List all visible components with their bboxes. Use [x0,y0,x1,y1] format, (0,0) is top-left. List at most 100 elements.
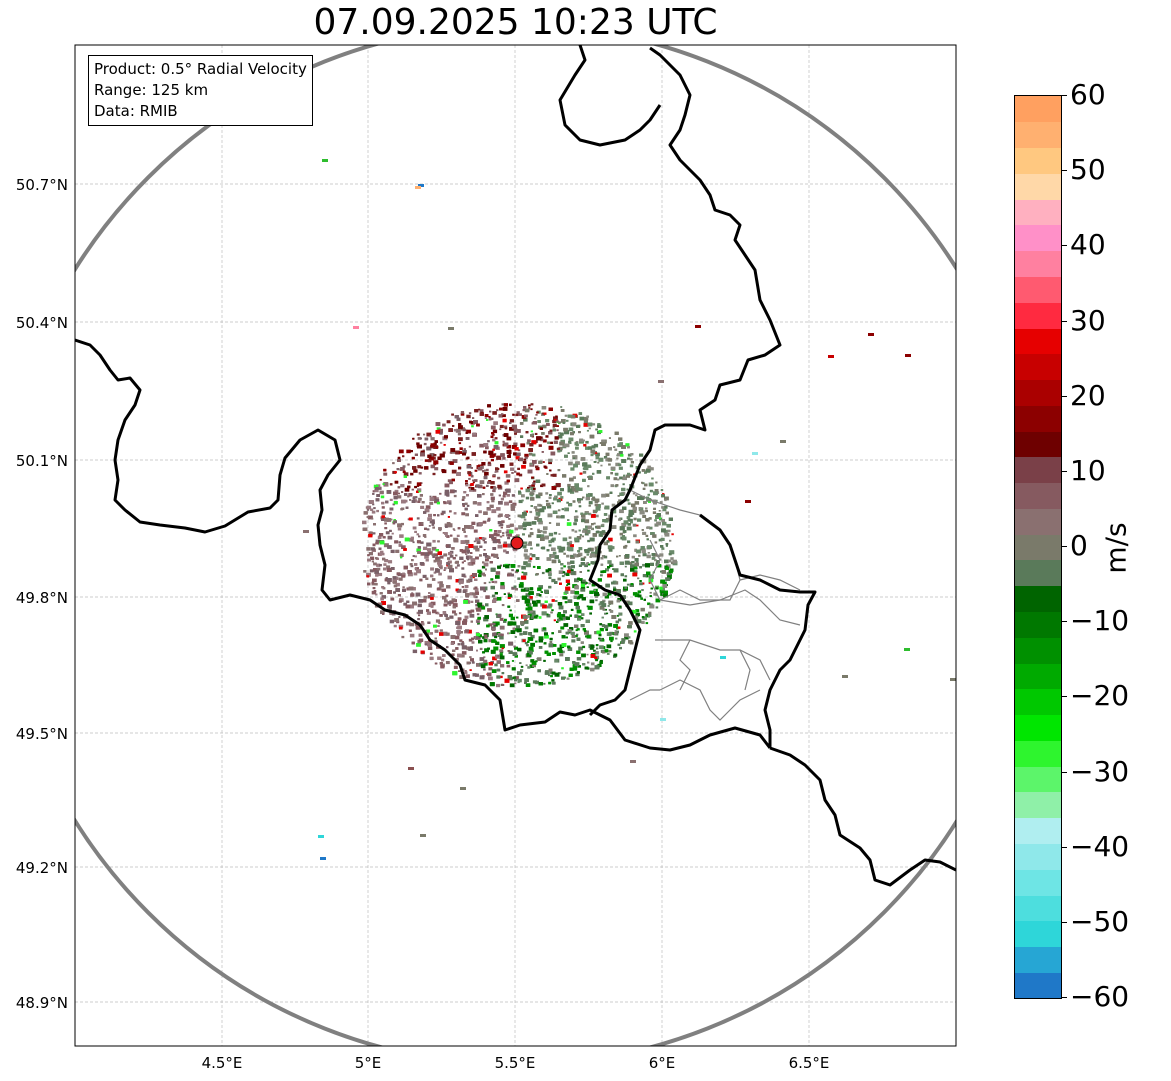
echo-pixel [630,461,634,464]
echo-pixel [374,488,379,493]
echo-pixel [570,590,575,594]
echo-pixel [563,610,567,614]
echo-pixel [418,535,421,538]
echo-pixel [439,492,442,495]
echo-pixel [537,657,542,661]
echo-pixel [664,532,670,537]
echo-pixel [609,491,613,494]
echo-pixel [576,637,581,641]
echo-pixel [416,643,421,647]
echo-pixel [569,477,574,482]
echo-pixel [655,515,660,519]
echo-pixel [489,504,494,508]
echo-pixel [579,534,582,536]
echo-pixel [589,612,592,615]
echo-pixel [437,612,440,615]
echo-pixel [556,515,560,519]
echo-pixel [497,484,502,489]
echo-pixel [417,444,422,449]
echo-pixel [581,513,586,518]
echo-pixel [520,623,524,626]
echo-pixel [630,568,635,572]
echo-pixel [411,488,414,491]
echo-pixel [571,529,575,532]
echo-pixel [479,480,485,484]
echo-pixel [538,520,543,525]
echo-pixel [594,592,599,597]
echo-pixel [448,560,451,563]
echo-pixel [606,652,610,655]
echo-pixel [401,499,406,504]
echo-pixel [599,638,603,641]
echo-pixel [594,595,599,598]
echo-pixel [381,515,385,519]
echo-pixel [598,457,604,462]
echo-pixel [397,523,403,528]
echo-pixel [514,588,518,591]
echo-pixel [615,589,621,594]
echo-pixel [557,559,561,562]
echo-pixel [636,560,639,563]
echo-pixel [432,457,436,460]
echo-pixel [642,531,647,535]
echo-pixel [492,632,497,637]
echo-pixel [468,486,471,489]
echo-pixel [457,432,461,436]
echo-pixel [567,565,571,569]
echo-pixel [443,501,446,503]
echo-pixel [542,424,547,429]
echo-pixel [601,502,604,505]
echo-pixel [556,620,559,623]
echo-pixel [506,524,511,528]
echo-pixel [515,456,520,460]
echo-pixel [669,539,672,542]
echo-pixel [398,541,401,544]
echo-pixel [404,487,410,492]
echo-pixel [526,441,530,445]
echo-pixel [489,534,494,538]
echo-pixel [587,422,593,427]
echo-pixel [638,471,641,474]
echo-pixel [512,676,516,680]
echo-pixel [470,475,474,478]
echo-pixel [522,523,527,527]
echo-pixel [385,577,388,579]
echo-pixel [491,536,494,539]
echo-pixel [586,562,589,564]
echo-pixel [557,491,562,496]
echo-pixel [430,567,435,571]
echo-pixel [636,524,639,527]
echo-pixel [626,498,630,502]
echo-pixel [615,630,619,634]
echo-pixel [561,508,564,511]
echo-pixel [624,600,630,605]
echo-pixel [542,412,545,415]
echo-pixel [492,622,496,626]
echo-pixel [572,455,578,460]
echo-pixel [529,591,534,595]
echo-pixel [514,646,518,650]
echo-pixel [539,508,545,513]
echo-pixel [514,432,517,435]
echo-pixel [540,547,544,549]
echo-pixel [497,655,500,657]
echo-pixel [576,657,582,661]
echo-pixel [551,486,557,490]
echo-pixel [494,437,498,440]
echo-pixel [637,518,642,522]
echo-pixel [614,448,618,451]
echo-pixel [470,552,473,554]
echo-pixel [450,448,456,452]
echo-pixel [433,514,436,517]
echo-pixel [366,547,371,551]
echo-pixel [605,568,609,572]
echo-pixel [585,619,590,623]
echo-pixel [591,523,594,526]
echo-pixel [494,592,498,595]
echo-pixel [496,455,502,460]
echo-pixel [588,427,591,430]
echo-pixel [485,468,489,471]
echo-pixel [598,533,603,537]
echo-pixel [475,635,481,640]
echo-pixel [501,647,504,650]
